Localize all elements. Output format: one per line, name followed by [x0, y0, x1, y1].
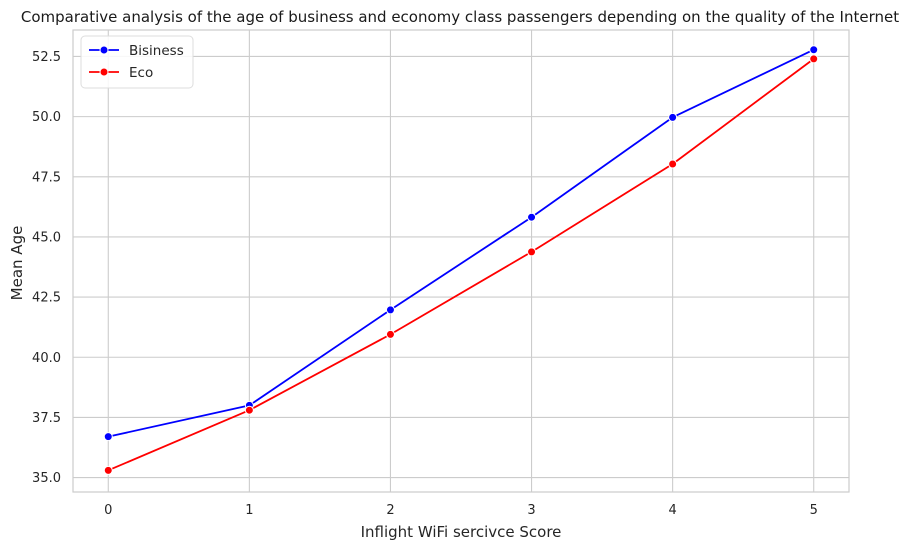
series-line-eco [107, 58, 815, 472]
y-tick-label: 50.0 [32, 110, 61, 125]
y-axis-ticks: 35.0 37.5 40.0 42.5 45.0 47.5 50.0 52.5 [32, 50, 61, 486]
legend-marker [99, 67, 109, 77]
x-axis-ticks: 0 1 2 3 4 5 [104, 503, 818, 518]
y-tick-label: 45.0 [32, 230, 61, 245]
plot-border [72, 29, 850, 493]
x-tick-label: 1 [245, 503, 253, 518]
data-point-bisiness [527, 212, 537, 222]
data-point-eco [809, 54, 819, 64]
data-point-eco [527, 247, 537, 257]
x-tick-label: 3 [527, 503, 535, 518]
x-tick-label: 4 [668, 503, 676, 518]
plot-background [73, 30, 849, 492]
legend: Bisiness Eco [80, 35, 194, 89]
x-tick-label: 0 [104, 503, 112, 518]
data-point-bisiness [668, 112, 678, 122]
data-point-eco [385, 329, 395, 339]
plot-area [72, 29, 850, 493]
series-markers [103, 45, 819, 475]
y-tick-label: 42.5 [32, 291, 61, 306]
x-tick-label: 2 [386, 503, 394, 518]
legend-box [80, 35, 194, 89]
data-point-bisiness [385, 305, 395, 315]
y-tick-label: 52.5 [32, 50, 61, 65]
legend-marker [99, 45, 109, 55]
legend-label: Bisiness [129, 43, 184, 59]
x-axis-label: Inflight WiFi sercivce Score [361, 523, 562, 541]
y-tick-label: 40.0 [32, 351, 61, 366]
series-lines [107, 48, 815, 472]
data-point-bisiness [103, 432, 113, 442]
y-tick-label: 35.0 [32, 471, 61, 486]
data-point-eco [668, 159, 678, 169]
series-line-bisiness [108, 48, 815, 438]
y-tick-label: 37.5 [32, 411, 61, 426]
y-axis-label: Mean Age [8, 226, 26, 301]
data-point-eco [103, 465, 113, 475]
data-point-eco [244, 405, 254, 415]
x-tick-label: 5 [810, 503, 818, 518]
grid-lines [73, 30, 849, 492]
y-tick-label: 47.5 [32, 170, 61, 185]
chart-title: Comparative analysis of the age of busin… [21, 8, 899, 26]
legend-label: Eco [129, 65, 153, 81]
data-point-bisiness [809, 45, 819, 55]
